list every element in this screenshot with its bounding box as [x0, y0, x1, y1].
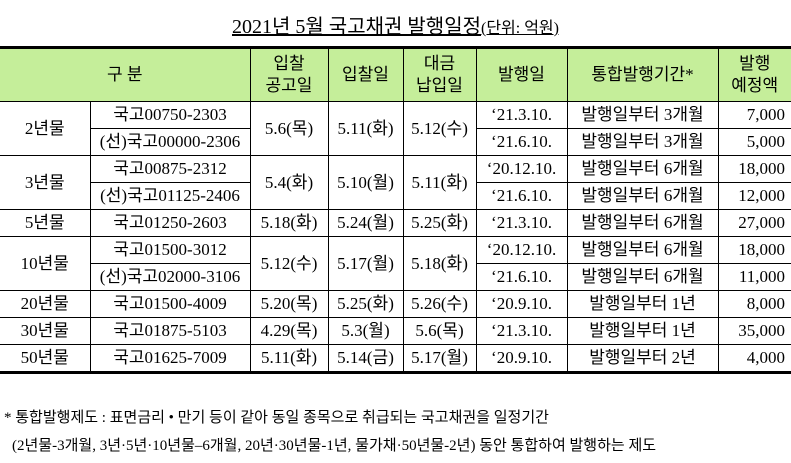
- term-cell: 50년물: [0, 344, 91, 373]
- payment-date-cell: 5.18(화): [402, 236, 477, 291]
- footnote-line-2: (2년물-3개월, 3년·5년·10년물–6개월, 20년·30년물-1년, 물…: [12, 438, 657, 454]
- announce-date-cell: 5.20(목): [249, 290, 329, 318]
- table-row: 30년물 국고01875-5103 4.29(목) 5.3(월) 5.6(목) ‘21.3…: [0, 317, 791, 345]
- code-cell: 국고00750-2303: [89, 101, 251, 129]
- page-title: 2021년 5월 국고채권 발행일정(단위: 억원): [232, 16, 559, 38]
- code-cell: 국고01500-4009: [89, 290, 251, 318]
- payment-date-cell: 5.11(화): [402, 155, 477, 210]
- payment-date-cell: 5.12(수): [402, 101, 477, 156]
- amount-cell: 18,000: [717, 155, 791, 183]
- period-cell: 발행일부터 3개월: [566, 128, 719, 156]
- bid-date-cell: 5.3(월): [327, 317, 404, 345]
- payment-date-cell: 5.6(목): [402, 317, 477, 345]
- code-cell: 국고01250-2603: [89, 209, 251, 237]
- period-cell: 발행일부터 1년: [566, 290, 719, 318]
- bid-date-cell: 5.10(월): [327, 155, 404, 210]
- announce-date-cell: 5.6(목): [249, 101, 329, 156]
- period-cell: 발행일부터 6개월: [566, 263, 719, 291]
- bid-date-cell: 5.17(월): [327, 236, 404, 291]
- period-cell: 발행일부터 6개월: [566, 236, 719, 264]
- header-amount: 발행 예정액: [717, 47, 791, 102]
- term-cell: 20년물: [0, 290, 91, 318]
- table-row: (선)국고01125-2406 ‘21.6.10. 발행일부터 6개월 12,000: [0, 182, 791, 210]
- header-period: 통합발행기간*: [566, 47, 719, 102]
- code-cell: 국고00875-2312: [89, 155, 251, 183]
- payment-date-cell: 5.26(수): [402, 290, 477, 318]
- unit-label: (단위: 억원): [481, 20, 559, 37]
- announce-date-cell: 4.29(목): [249, 317, 329, 345]
- amount-cell: 11,000: [717, 263, 791, 291]
- term-cell: 2년물: [0, 101, 91, 156]
- code-cell: 국고01625-7009: [89, 344, 251, 373]
- issue-date-cell: ‘21.3.10.: [475, 317, 568, 345]
- header-row: 구 분 입찰 공고일 입찰일 대금 납입일 발행일 통합발행기간* 발행 예정액: [0, 47, 791, 102]
- term-cell: 30년물: [0, 317, 91, 345]
- amount-cell: 5,000: [717, 128, 791, 156]
- payment-date-cell: 5.17(월): [402, 344, 477, 373]
- period-cell: 발행일부터 6개월: [566, 155, 719, 183]
- code-cell: (선)국고01125-2406: [90, 182, 251, 210]
- code-cell: (선)국고02000-3106: [90, 263, 251, 291]
- announce-date-cell: 5.12(수): [249, 236, 329, 291]
- period-cell: 발행일부터 6개월: [566, 182, 719, 210]
- header-payment: 대금 납입일: [402, 47, 477, 102]
- issue-date-cell: ‘20.12.10.: [475, 155, 568, 183]
- period-cell: 발행일부터 6개월: [566, 209, 719, 237]
- term-cell: 3년물: [0, 155, 91, 210]
- header-category: 구 분: [0, 47, 251, 102]
- amount-cell: 8,000: [717, 290, 791, 318]
- bid-date-cell: 5.11(화): [327, 101, 404, 156]
- period-cell: 발행일부터 1년: [566, 317, 719, 345]
- table-row: (선)국고02000-3106 ‘21.6.10. 발행일부터 6개월 11,000: [0, 263, 791, 291]
- header-bid: 입찰일: [327, 47, 404, 102]
- amount-cell: 4,000: [717, 344, 791, 373]
- announce-date-cell: 5.4(화): [249, 155, 329, 210]
- code-cell: 국고01875-5103: [89, 317, 251, 345]
- issue-date-cell: ‘20.12.10.: [475, 236, 568, 264]
- issue-date-cell: ‘20.9.10.: [475, 344, 568, 373]
- code-cell: (선)국고00000-2306: [90, 128, 251, 156]
- term-cell: 10년물: [0, 236, 91, 291]
- term-cell: 5년물: [0, 209, 91, 237]
- amount-cell: 18,000: [717, 236, 791, 264]
- table-row: 20년물 국고01500-4009 5.20(목) 5.25(화) 5.26(수) ‘20…: [0, 290, 791, 318]
- table-row: 2년물 국고00750-2303 5.6(목) 5.11(화) 5.12(수) ‘21.3…: [0, 101, 791, 156]
- payment-date-cell: 5.25(화): [402, 209, 477, 237]
- period-cell: 발행일부터 2년: [566, 344, 719, 373]
- issue-date-cell: ‘21.6.10.: [475, 263, 568, 291]
- footnote-line-1: * 통합발행제도 : 표면금리 • 만기 등이 같아 동일 종목으로 취급되는 …: [4, 410, 549, 426]
- issue-date-cell: ‘21.3.10.: [475, 209, 568, 237]
- bid-date-cell: 5.25(화): [327, 290, 404, 318]
- amount-cell: 7,000: [717, 101, 791, 129]
- issue-date-cell: ‘20.9.10.: [475, 290, 568, 318]
- issue-date-cell: ‘21.6.10.: [475, 128, 568, 156]
- amount-cell: 27,000: [717, 209, 791, 237]
- header-announce: 입찰 공고일: [249, 47, 329, 102]
- issue-date-cell: ‘21.6.10.: [475, 182, 568, 210]
- table-row: 10년물 국고01500-3012 5.12(수) 5.17(월) 5.18(화) ‘20…: [0, 236, 791, 291]
- issuance-schedule-table: 구 분 입찰 공고일 입찰일 대금 납입일 발행일 통합발행기간* 발행 예정액 2년…: [0, 46, 791, 374]
- amount-cell: 35,000: [717, 317, 791, 345]
- table-row: 50년물 국고01625-7009 5.11(화) 5.14(금) 5.17(월) ‘20…: [0, 344, 791, 373]
- announce-date-cell: 5.11(화): [249, 344, 329, 373]
- bid-date-cell: 5.14(금): [327, 344, 404, 373]
- period-cell: 발행일부터 3개월: [566, 101, 719, 129]
- header-issue: 발행일: [475, 47, 568, 102]
- table-row: 5년물 국고01250-2603 5.18(화) 5.24(월) 5.25(화) ‘21.…: [0, 209, 791, 237]
- bid-date-cell: 5.24(월): [327, 209, 404, 237]
- issue-date-cell: ‘21.3.10.: [475, 101, 568, 129]
- amount-cell: 12,000: [717, 182, 791, 210]
- code-cell: 국고01500-3012: [89, 236, 251, 264]
- announce-date-cell: 5.18(화): [249, 209, 329, 237]
- table-row: 3년물 국고00875-2312 5.4(화) 5.10(월) 5.11(화) ‘20.1…: [0, 155, 791, 210]
